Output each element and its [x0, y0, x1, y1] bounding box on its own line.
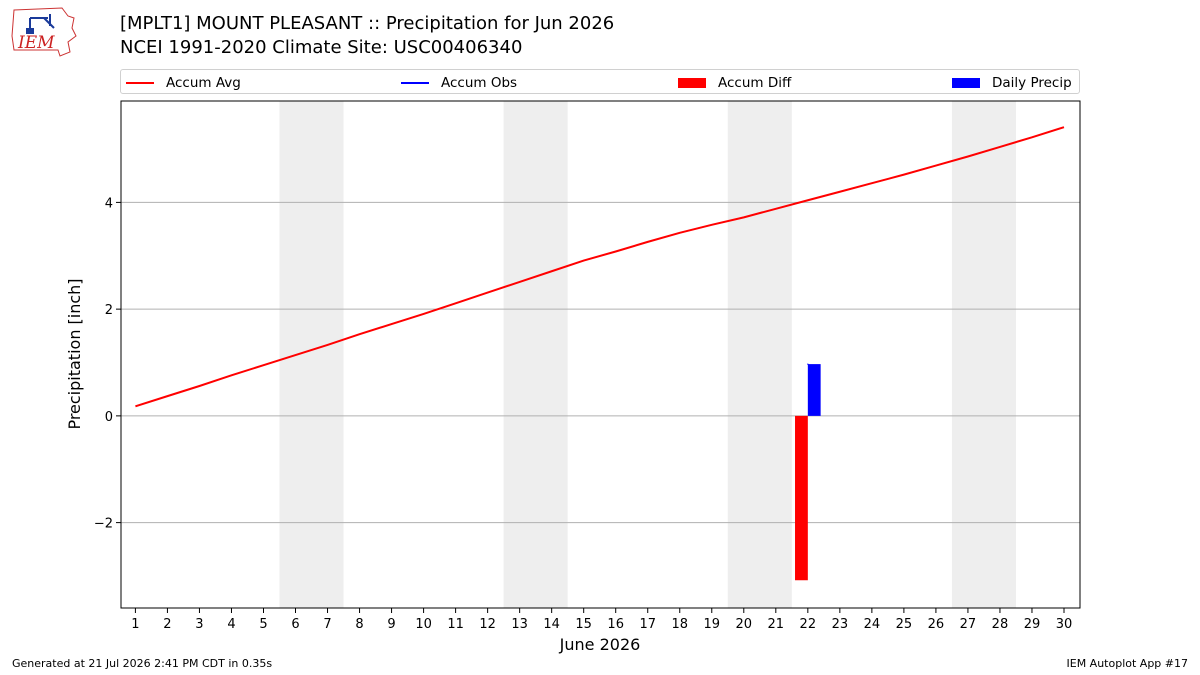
x-tick-label-21: 21: [768, 617, 785, 632]
autoplot-app-label: IEM Autoplot App #17: [1066, 657, 1189, 670]
x-tick-label-3: 3: [195, 617, 203, 632]
x-tick-label-30: 30: [1056, 617, 1073, 632]
legend-swatch-accum-avg: [126, 81, 154, 84]
iem-logo: IEM: [11, 7, 77, 57]
x-tick-label-28: 28: [992, 617, 1009, 632]
weekend-shade-3: [951, 101, 1016, 608]
legend-item-daily-precip: Daily Precip: [952, 74, 1072, 91]
legend-swatch-accum-obs: [401, 81, 429, 84]
title-line-1: [MPLT1] MOUNT PLEASANT :: Precipitation …: [120, 13, 615, 34]
x-tick-label-6: 6: [291, 617, 299, 632]
x-axis-label: June 2026: [559, 635, 641, 654]
x-tick-label-5: 5: [259, 617, 267, 632]
x-tick-label-10: 10: [415, 617, 432, 632]
chart-title: [MPLT1] MOUNT PLEASANT :: Precipitation …: [120, 12, 614, 60]
accum-obs-point: [807, 363, 809, 365]
x-tick-label-11: 11: [447, 617, 464, 632]
legend-label-accum-avg: Accum Avg: [166, 74, 241, 91]
x-tick-label-17: 17: [639, 617, 656, 632]
x-tick-label-9: 9: [387, 617, 395, 632]
x-tick-label-18: 18: [671, 617, 688, 632]
generated-timestamp: Generated at 21 Jul 2026 2:41 PM CDT in …: [12, 657, 273, 670]
x-tick-label-2: 2: [163, 617, 171, 632]
iem-logo-text: IEM: [17, 33, 55, 53]
x-tick-label-23: 23: [832, 617, 849, 632]
x-tick-label-24: 24: [864, 617, 881, 632]
weekend-shade-2: [727, 101, 792, 608]
accum-diff-bar-22: [795, 415, 808, 581]
x-tick-label-13: 13: [511, 617, 528, 632]
title-line-2: NCEI 1991-2020 Climate Site: USC00406340: [120, 37, 523, 58]
legend-label-accum-diff: Accum Diff: [718, 74, 792, 91]
x-tick-label-22: 22: [800, 617, 817, 632]
y-tick-label-2: 2: [105, 303, 113, 318]
plot-frame: [120, 100, 1081, 609]
weekend-shade-1: [503, 101, 568, 608]
x-tick-label-26: 26: [928, 617, 945, 632]
x-tick-label-4: 4: [227, 617, 235, 632]
x-tick-label-20: 20: [736, 617, 753, 632]
legend-swatch-daily-precip: [952, 77, 980, 88]
weekend-shade-0: [279, 101, 344, 608]
x-tick-label-27: 27: [960, 617, 977, 632]
accum-avg-line: [135, 126, 1065, 408]
legend-item-accum-avg: Accum Avg: [126, 74, 241, 91]
x-tick-label-16: 16: [607, 617, 624, 632]
daily-precip-bar-22: [807, 364, 821, 416]
y-tick-label--2: −2: [94, 517, 113, 532]
x-tick-label-14: 14: [543, 617, 560, 632]
y-axis-label: Precipitation [inch]: [65, 278, 84, 429]
x-tick-label-7: 7: [323, 617, 331, 632]
x-tick-label-15: 15: [575, 617, 592, 632]
x-tick-label-25: 25: [896, 617, 913, 632]
y-tick-label-0: 0: [105, 410, 113, 425]
legend-label-daily-precip: Daily Precip: [992, 74, 1072, 91]
legend-label-accum-obs: Accum Obs: [441, 74, 518, 91]
legend-item-accum-diff: Accum Diff: [678, 74, 791, 91]
y-tick-label-4: 4: [105, 196, 113, 211]
x-tick-label-12: 12: [479, 617, 496, 632]
x-tick-label-1: 1: [131, 617, 139, 632]
x-tick-label-19: 19: [703, 617, 720, 632]
x-tick-label-29: 29: [1024, 617, 1041, 632]
legend-swatch-accum-diff: [678, 77, 706, 88]
x-tick-label-8: 8: [355, 617, 363, 632]
legend: Accum Avg Accum Obs Accum Diff Daily Pre…: [120, 69, 1080, 94]
legend-item-accum-obs: Accum Obs: [401, 74, 517, 91]
